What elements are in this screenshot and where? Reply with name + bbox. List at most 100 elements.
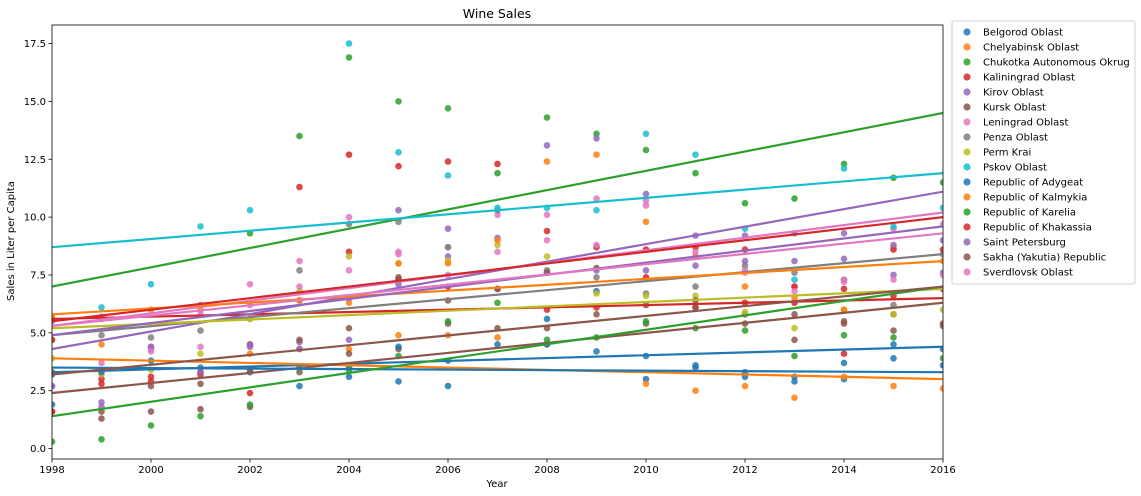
data-point: [494, 248, 501, 256]
data-point: [840, 350, 848, 357]
data-point: [593, 135, 600, 142]
x-tick-label: 2016: [930, 465, 955, 476]
data-point: [197, 343, 204, 351]
data-point: [494, 341, 501, 348]
y-tick-label: 17.5: [24, 39, 46, 50]
data-point: [593, 206, 600, 214]
data-point: [296, 368, 303, 376]
data-point: [840, 276, 848, 283]
legend-label: Belgorod Oblast: [983, 28, 1063, 39]
trend-line: [52, 301, 943, 395]
data-point: [395, 250, 402, 258]
data-point: [444, 172, 452, 179]
data-point: [791, 257, 798, 265]
data-point: [395, 149, 402, 156]
data-point: [939, 236, 943, 244]
data-point: [840, 306, 848, 314]
data-point: [444, 158, 452, 165]
x-tick-label: 1998: [39, 465, 64, 476]
legend-box: [951, 20, 1136, 285]
data-point: [494, 236, 501, 244]
data-point: [197, 405, 204, 413]
y-tick-label: 7.5: [30, 270, 46, 281]
trend-line: [52, 190, 943, 351]
data-point: [890, 223, 897, 230]
data-point: [345, 350, 353, 357]
data-point: [296, 283, 303, 290]
data-point: [147, 408, 155, 415]
data-point: [444, 317, 452, 325]
legend-label: Penza Oblast: [983, 133, 1048, 144]
y-tick-label: 2.5: [30, 386, 46, 397]
data-point: [741, 199, 749, 207]
data-point: [444, 105, 452, 112]
legend-marker: [963, 118, 971, 126]
legend-marker: [963, 268, 971, 276]
data-point: [444, 243, 452, 251]
x-axis-label: Year: [485, 479, 508, 490]
x-tick-label: 2014: [831, 465, 856, 476]
legend-label: Republic of Kalmykia: [983, 193, 1087, 204]
data-point: [939, 179, 943, 186]
data-point: [395, 343, 402, 351]
data-point: [395, 260, 402, 267]
data-point: [543, 315, 551, 323]
data-point: [147, 373, 155, 381]
data-point: [642, 267, 650, 274]
legend-marker: [963, 43, 971, 51]
data-point: [543, 114, 551, 121]
data-point: [197, 223, 204, 230]
data-point: [890, 341, 897, 348]
data-point: [246, 389, 254, 397]
data-point: [543, 236, 551, 244]
data-point: [98, 341, 105, 348]
data-point: [197, 380, 204, 388]
data-point: [395, 98, 402, 105]
legend-marker: [963, 88, 971, 96]
data-point: [642, 292, 650, 300]
data-point: [395, 162, 402, 170]
x-tick-label: 2002: [237, 465, 262, 476]
data-point: [791, 283, 798, 290]
legend-marker: [963, 223, 971, 231]
data-point: [593, 130, 600, 138]
data-point: [246, 341, 254, 348]
x-tick-label: 2006: [435, 465, 460, 476]
data-point: [494, 211, 501, 219]
data-point: [296, 183, 303, 191]
data-point: [840, 230, 848, 237]
data-point: [890, 276, 897, 283]
x-tick-label: 2012: [732, 465, 757, 476]
data-point: [147, 334, 155, 341]
series-points-2: [246, 54, 943, 237]
data-point: [494, 160, 501, 168]
data-point: [345, 248, 353, 256]
trend-line: [52, 111, 943, 288]
data-point: [791, 324, 798, 332]
data-point: [692, 169, 699, 177]
data-point: [98, 436, 105, 443]
y-tick-label: 15.0: [24, 97, 46, 108]
data-point: [395, 378, 402, 385]
data-point: [642, 218, 650, 226]
data-point: [741, 327, 749, 334]
data-point: [791, 195, 798, 202]
legend-marker: [963, 148, 971, 156]
data-point: [840, 331, 848, 339]
data-point: [147, 422, 155, 429]
data-point: [840, 317, 848, 325]
trend-line: [52, 225, 943, 337]
data-point: [791, 378, 798, 385]
data-point: [692, 364, 699, 371]
legend-label: Republic of Khakassia: [983, 223, 1092, 234]
data-point: [98, 359, 105, 367]
data-point: [939, 361, 943, 369]
data-point: [494, 241, 501, 249]
data-point: [939, 355, 943, 362]
data-point: [296, 257, 303, 265]
trend-line: [52, 285, 943, 418]
data-point: [296, 382, 303, 390]
data-point: [840, 285, 848, 293]
data-point: [840, 165, 848, 172]
